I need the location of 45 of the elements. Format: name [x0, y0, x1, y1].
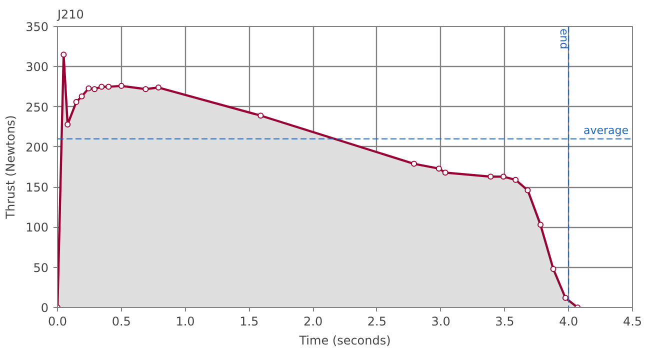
point — [106, 84, 112, 90]
point — [500, 174, 506, 180]
chart-title: J210 — [56, 8, 84, 22]
y-tick-label: 200 — [26, 140, 48, 154]
ref-line-label: average — [583, 124, 629, 137]
y-tick-label: 150 — [26, 180, 48, 195]
y-tick-label: 250 — [26, 100, 48, 114]
point — [92, 86, 98, 92]
x-tick-label: 3.5 — [495, 314, 514, 328]
x-tick-label: 0.0 — [48, 314, 68, 328]
x-tick-label: 1.5 — [240, 314, 259, 328]
x-tick-label: 4.5 — [622, 314, 642, 328]
y-tick-label: 50 — [33, 260, 49, 275]
x-tick-label: 2.5 — [367, 314, 386, 328]
point — [538, 222, 544, 228]
point — [86, 85, 92, 92]
point — [98, 84, 105, 90]
point — [118, 82, 124, 89]
x-tick-label: 2.0 — [304, 314, 323, 328]
ref-line-label: end — [558, 28, 571, 50]
x-tick-label: 3.0 — [431, 314, 450, 328]
point — [550, 266, 556, 272]
y-tick-label: 300 — [26, 60, 48, 74]
point — [562, 294, 568, 301]
x-tick-label: 1.0 — [176, 314, 195, 328]
y-tick-label: 350 — [26, 20, 48, 34]
point — [488, 174, 494, 180]
point — [512, 176, 519, 183]
point — [524, 187, 531, 194]
x-axis-title: Time (seconds) — [298, 334, 391, 348]
point — [155, 84, 162, 91]
y-tick-label: 100 — [26, 220, 48, 235]
point — [64, 121, 71, 128]
point — [60, 52, 67, 58]
x-tick-label: 4.0 — [559, 314, 578, 328]
point — [258, 112, 264, 119]
point — [142, 86, 149, 92]
y-tick-label: 0 — [40, 301, 49, 315]
point — [411, 160, 417, 167]
y-axis-title: Thrust (Newtons) — [4, 115, 18, 220]
point — [73, 98, 80, 105]
x-tick-label: 0.5 — [112, 314, 131, 328]
point — [442, 170, 448, 176]
point — [78, 93, 85, 100]
point — [436, 166, 442, 172]
